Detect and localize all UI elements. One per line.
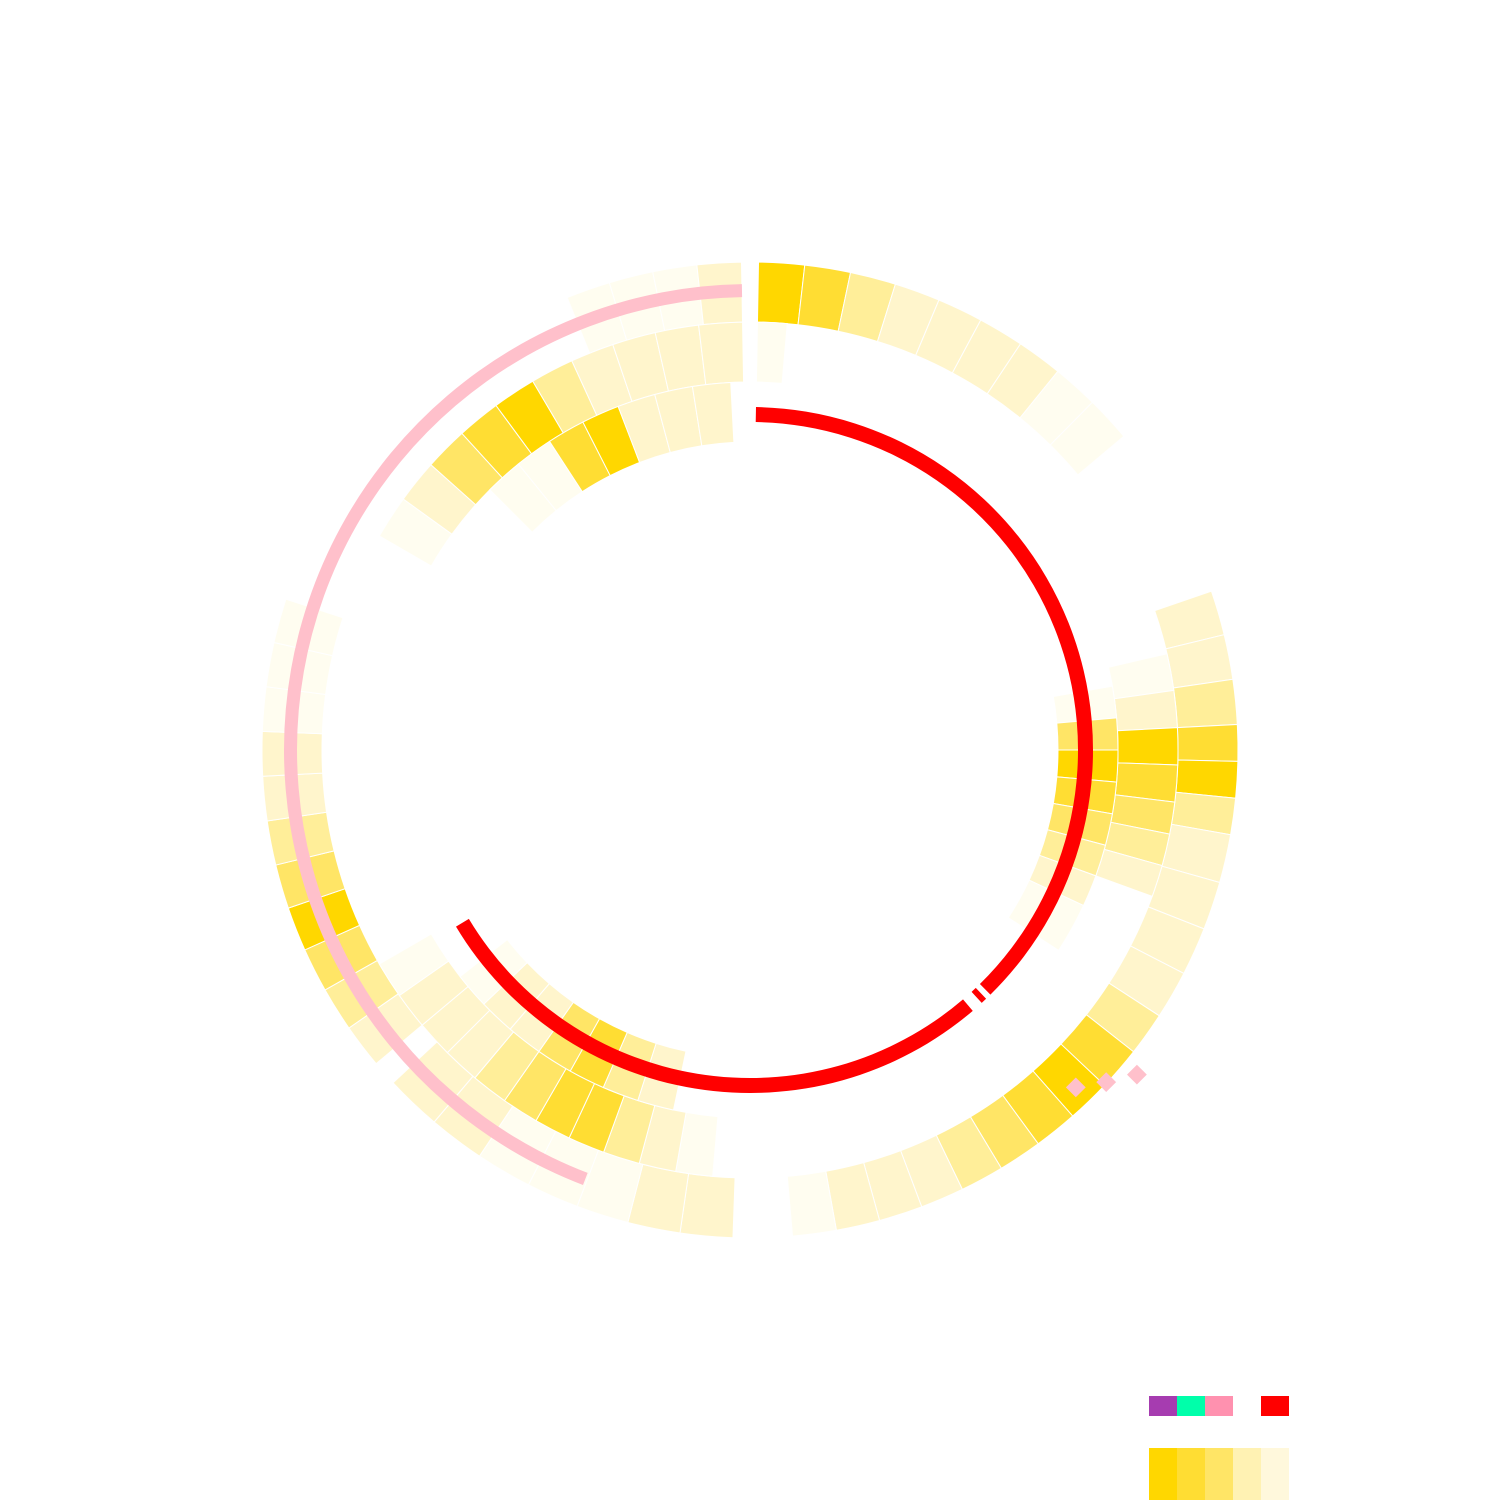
outer-heat-cell — [1175, 759, 1239, 799]
legend-heat-swatch — [1205, 1448, 1233, 1500]
legend-category-swatch — [1177, 1396, 1205, 1416]
red-arc-segment — [755, 407, 1093, 995]
pink-markers — [1065, 1064, 1147, 1098]
red-arc-segment — [455, 918, 973, 1094]
inner-heat-track — [459, 381, 1119, 1111]
pink-marker — [1127, 1064, 1147, 1085]
outer-heat-cell — [786, 1170, 838, 1237]
middle-heat-cell — [378, 933, 450, 997]
legend-category-swatch — [1149, 1396, 1177, 1416]
inner-heat-cell — [691, 381, 735, 447]
outer-heat-cell — [1176, 723, 1239, 762]
outer-heat-cell — [1049, 401, 1125, 476]
legend-category-swatch — [1261, 1396, 1289, 1416]
category-color-legend — [1149, 1396, 1289, 1416]
outer-heat-cell — [756, 261, 806, 326]
red-annotation-track — [455, 407, 1093, 1094]
pink-marker — [1096, 1072, 1117, 1092]
outer-heat-cell — [1172, 678, 1238, 729]
outer-heat-cell — [679, 1173, 736, 1239]
middle-heat-cell — [698, 321, 745, 386]
legend-heat-swatch — [1177, 1448, 1205, 1500]
pink-marker — [1065, 1077, 1086, 1098]
outer-heat-track — [261, 261, 1239, 1239]
legend-heat-swatch — [1233, 1448, 1261, 1500]
heat-scale-legend — [1149, 1448, 1289, 1500]
middle-heat-cell — [1116, 727, 1179, 766]
legend-category-swatch — [1205, 1396, 1233, 1416]
legend-heat-swatch — [1149, 1448, 1177, 1500]
legend-category-swatch — [1233, 1396, 1261, 1416]
middle-heat-cell — [755, 321, 788, 384]
red-arc-segment — [971, 987, 987, 1003]
legend-heat-swatch — [1261, 1448, 1289, 1500]
